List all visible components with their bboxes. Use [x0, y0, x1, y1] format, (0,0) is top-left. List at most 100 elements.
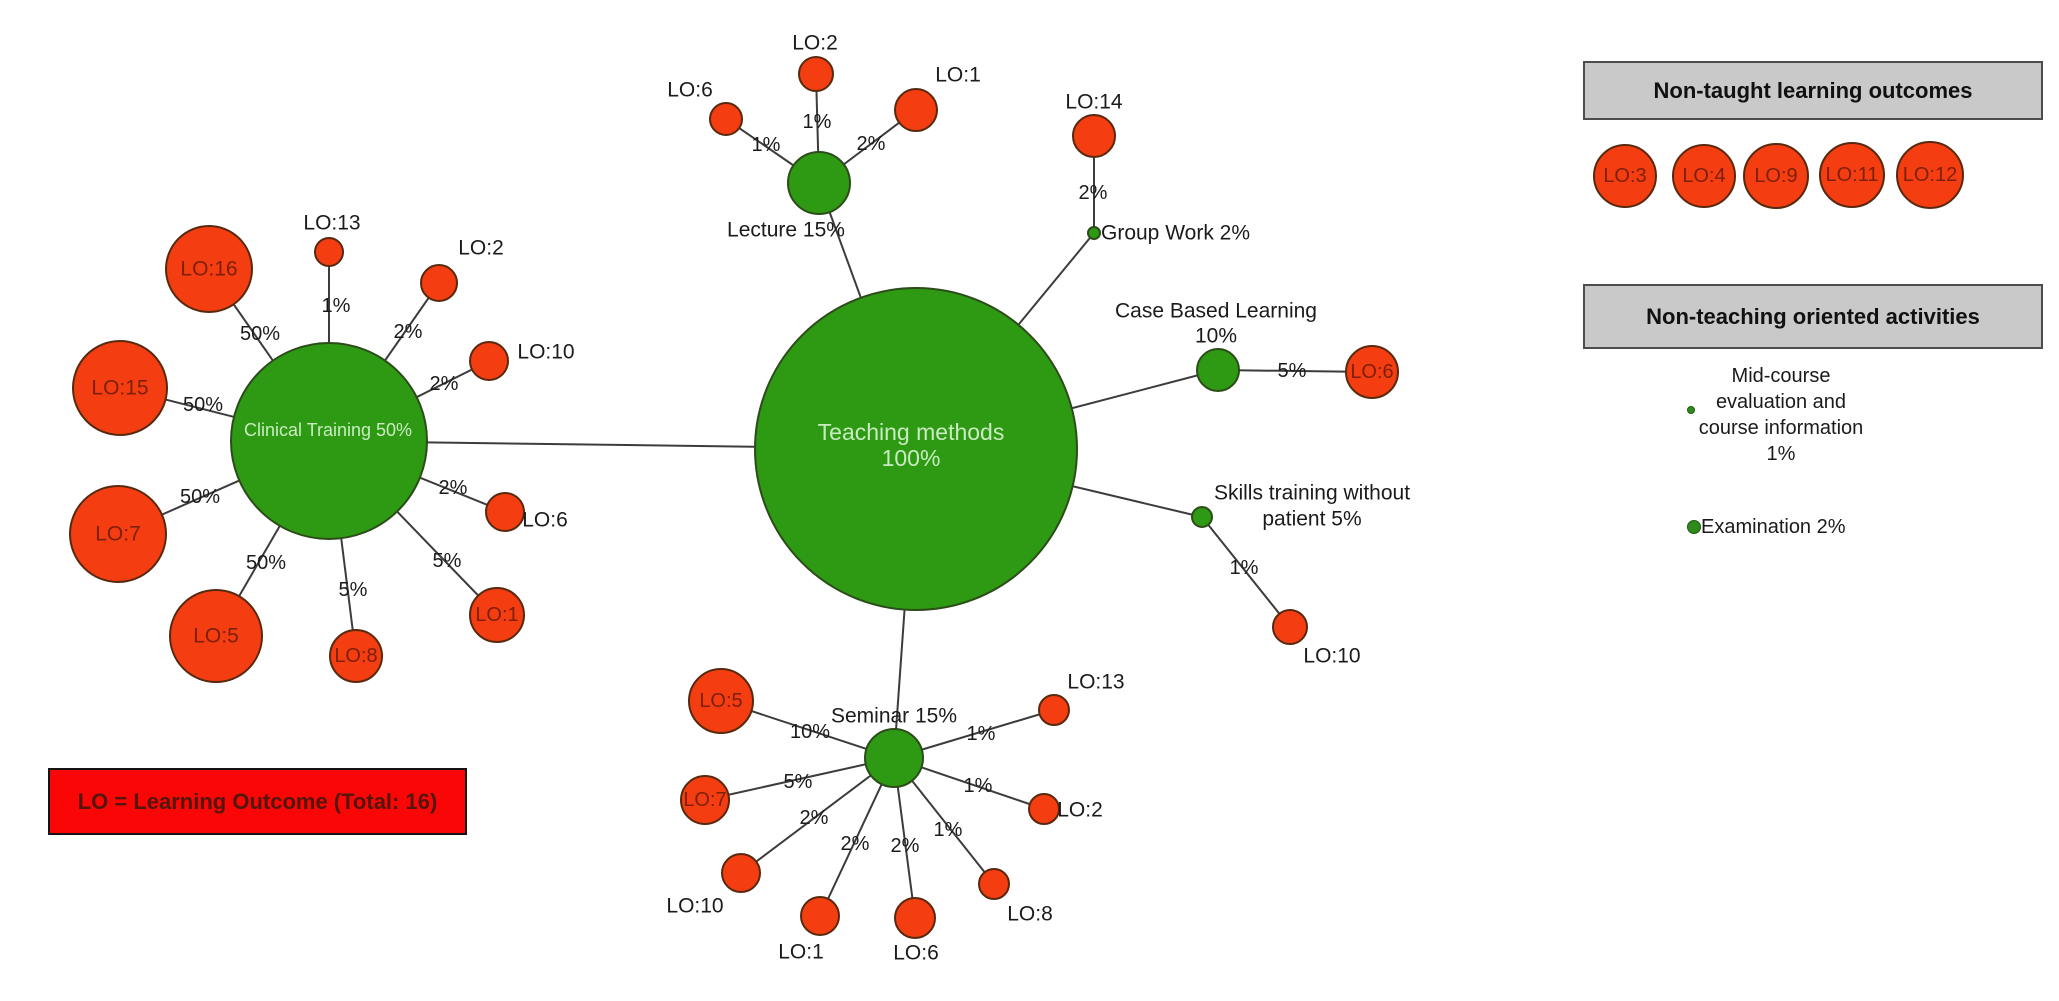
node-c-lo2	[420, 264, 458, 302]
node-label-lecture: Lecture 15%	[727, 219, 845, 242]
node-label-se-lo5: LO:5	[699, 690, 742, 712]
node-label-c-lo13: LO:13	[303, 212, 360, 235]
node-label-c-lo6: LO:6	[522, 509, 568, 532]
edge-label-clinical-c-lo6: 2%	[439, 477, 468, 499]
edge-skills-s-lo10	[1201, 516, 1291, 628]
node-label-se-lo7: LO:7	[683, 789, 726, 811]
node-label-case-based-line1: Case Based Learning	[1115, 300, 1317, 323]
edge-label-clinical-c-lo8: 5%	[339, 579, 368, 601]
node-se-lo1	[800, 896, 840, 936]
edge-label-seminar-se-lo6: 2%	[891, 835, 920, 857]
node-se-lo10	[721, 853, 761, 893]
activity-dot-1	[1687, 406, 1695, 414]
edge-label-seminar-se-lo2: 1%	[964, 775, 993, 797]
legend-activities-header: Non-teaching oriented activities	[1583, 284, 2043, 349]
node-g-lo14	[1072, 114, 1116, 158]
legend-non-taught-header: Non-taught learning outcomes	[1583, 61, 2043, 120]
edge-label-clinical-c-lo5: 50%	[246, 552, 286, 574]
edge-label-group-work-g-lo14: 2%	[1079, 182, 1108, 204]
node-label-l-lo1: LO:1	[935, 64, 981, 87]
node-label-se-lo8: LO:8	[1007, 903, 1053, 926]
edge-seminar-se-lo10	[740, 757, 895, 874]
node-label-skills-line2: patient 5%	[1262, 508, 1361, 531]
edge-label-lecture-l-lo1: 2%	[857, 133, 886, 155]
edge-label-clinical-c-lo13: 1%	[322, 295, 351, 317]
edge-label-case-based-cb-lo6: 5%	[1278, 360, 1307, 382]
legend-activities-title: Non-teaching oriented activities	[1646, 303, 1980, 329]
node-seminar	[864, 728, 924, 788]
node-s-lo10	[1272, 609, 1308, 645]
node-label-l-lo2: LO:2	[792, 32, 838, 55]
node-label-seminar: Seminar 15%	[831, 705, 957, 728]
node-label-c-lo7: LO:7	[95, 523, 141, 546]
node-label-group-work: Group Work 2%	[1101, 222, 1250, 245]
node-skills	[1191, 506, 1213, 528]
node-se-lo7	[680, 775, 730, 825]
node-c-lo5	[169, 589, 263, 683]
edge-label-clinical-c-lo7: 50%	[180, 486, 220, 508]
edge-label-seminar-se-lo7: 5%	[784, 771, 813, 793]
node-c-lo1	[469, 587, 525, 643]
node-label-c-lo8: LO:8	[334, 645, 377, 667]
edge-seminar-se-lo7	[704, 757, 895, 801]
node-teaching	[754, 287, 1078, 611]
node-c-lo10	[469, 341, 509, 381]
edge-label-skills-s-lo10: 1%	[1230, 557, 1259, 579]
node-se-lo2	[1028, 793, 1060, 825]
lo-note-text: LO = Learning Outcome (Total: 16)	[77, 788, 438, 814]
node-label-skills-line1: Skills training without	[1214, 482, 1410, 505]
edge-label-clinical-c-lo16: 50%	[240, 323, 280, 345]
node-se-lo13	[1038, 694, 1070, 726]
edge-label-seminar-se-lo8: 1%	[934, 819, 963, 841]
node-label-case-based-line2: 10%	[1195, 325, 1237, 348]
node-c-lo6	[485, 492, 525, 532]
node-l-lo1	[894, 88, 938, 132]
node-label-c-lo2: LO:2	[458, 237, 504, 260]
node-label-se-lo2: LO:2	[1057, 799, 1103, 822]
node-label-se-lo6: LO:6	[893, 942, 939, 965]
node-lecture	[787, 151, 851, 215]
node-se-lo6	[894, 897, 936, 939]
edge-label-seminar-se-lo13: 1%	[967, 723, 996, 745]
edge-label-seminar-se-lo10: 2%	[800, 807, 829, 829]
node-label-c-lo5: LO:5	[193, 625, 239, 648]
node-case-based	[1196, 348, 1240, 392]
legend-circle-lo-12: LO:12	[1896, 141, 1964, 209]
edge-label-seminar-se-lo5: 10%	[790, 721, 830, 743]
edge-label-clinical-c-lo15: 50%	[183, 394, 223, 416]
node-label-se-lo10: LO:10	[666, 895, 723, 918]
legend-circle-lo-4: LO:4	[1672, 144, 1736, 208]
node-c-lo15	[72, 340, 168, 436]
node-label-c-lo15: LO:15	[91, 377, 148, 400]
node-l-lo2	[798, 56, 834, 92]
legend-circle-lo-11: LO:11	[1819, 142, 1885, 208]
edge-label-clinical-c-lo1: 5%	[433, 550, 462, 572]
edge-label-lecture-l-lo6: 1%	[752, 134, 781, 156]
edge-label-clinical-c-lo10: 2%	[430, 373, 459, 395]
node-label-cb-lo6: LO:6	[1350, 361, 1393, 383]
node-se-lo8	[978, 868, 1010, 900]
node-label-se-lo1: LO:1	[778, 941, 824, 964]
edge-label-seminar-se-lo1: 2%	[841, 833, 870, 855]
node-label-c-lo1: LO:1	[475, 604, 518, 626]
node-c-lo7	[69, 485, 167, 583]
node-group-work	[1087, 226, 1101, 240]
node-label-l-lo6: LO:6	[667, 79, 713, 102]
node-label-g-lo14: LO:14	[1065, 91, 1123, 114]
node-cb-lo6	[1345, 345, 1399, 399]
node-se-lo5	[688, 668, 754, 734]
node-clinical	[230, 342, 428, 540]
activity-label-1: Mid-course evaluation and course informati…	[1698, 365, 1864, 465]
node-c-lo8	[329, 629, 383, 683]
legend-non-taught-title: Non-taught learning outcomes	[1653, 77, 1973, 103]
node-l-lo6	[709, 102, 743, 136]
legend-circle-lo-3: LO:3	[1593, 144, 1657, 208]
edge-label-clinical-c-lo2: 2%	[394, 321, 423, 343]
node-label-se-lo13: LO:13	[1067, 671, 1124, 694]
node-label-teaching-line1: Teaching methods	[818, 419, 1005, 445]
node-c-lo16	[165, 225, 253, 313]
legend-circle-lo-9: LO:9	[1743, 143, 1809, 209]
edge-label-lecture-l-lo2: 1%	[803, 111, 832, 133]
